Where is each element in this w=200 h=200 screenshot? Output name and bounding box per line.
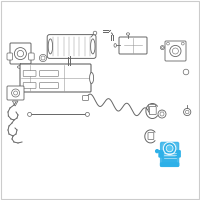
Ellipse shape <box>91 39 95 54</box>
Circle shape <box>12 89 20 97</box>
Circle shape <box>158 110 166 118</box>
Ellipse shape <box>17 66 23 68</box>
Circle shape <box>160 46 164 50</box>
Ellipse shape <box>90 72 94 84</box>
FancyBboxPatch shape <box>176 151 180 157</box>
FancyBboxPatch shape <box>23 83 36 88</box>
Circle shape <box>160 112 164 116</box>
Circle shape <box>17 50 24 57</box>
FancyBboxPatch shape <box>40 71 58 76</box>
Circle shape <box>185 110 189 114</box>
FancyBboxPatch shape <box>149 106 156 115</box>
Circle shape <box>39 54 47 62</box>
Circle shape <box>167 42 169 45</box>
FancyBboxPatch shape <box>7 86 24 100</box>
FancyBboxPatch shape <box>40 83 58 88</box>
FancyBboxPatch shape <box>29 53 34 60</box>
Ellipse shape <box>48 39 53 54</box>
Ellipse shape <box>126 33 130 35</box>
FancyBboxPatch shape <box>162 157 178 165</box>
FancyBboxPatch shape <box>165 41 186 61</box>
Circle shape <box>161 47 163 49</box>
FancyBboxPatch shape <box>10 43 31 64</box>
FancyBboxPatch shape <box>47 35 96 58</box>
FancyBboxPatch shape <box>160 163 179 166</box>
Circle shape <box>28 112 32 116</box>
FancyBboxPatch shape <box>162 151 177 154</box>
Circle shape <box>184 108 191 116</box>
FancyBboxPatch shape <box>7 53 13 60</box>
Ellipse shape <box>114 44 116 47</box>
FancyBboxPatch shape <box>149 104 155 110</box>
Polygon shape <box>12 101 18 106</box>
FancyBboxPatch shape <box>119 37 147 54</box>
Circle shape <box>41 56 45 60</box>
FancyBboxPatch shape <box>23 71 36 76</box>
Circle shape <box>181 42 184 45</box>
Circle shape <box>163 142 176 155</box>
FancyBboxPatch shape <box>161 142 179 166</box>
FancyBboxPatch shape <box>83 96 88 100</box>
Ellipse shape <box>93 31 97 35</box>
FancyBboxPatch shape <box>159 151 163 157</box>
FancyBboxPatch shape <box>148 133 154 139</box>
Circle shape <box>166 145 173 152</box>
Circle shape <box>14 48 26 60</box>
FancyBboxPatch shape <box>20 64 91 92</box>
Circle shape <box>183 69 189 75</box>
Circle shape <box>172 48 178 54</box>
Circle shape <box>156 150 159 153</box>
Circle shape <box>170 45 181 57</box>
Circle shape <box>85 112 89 116</box>
Circle shape <box>14 91 18 95</box>
